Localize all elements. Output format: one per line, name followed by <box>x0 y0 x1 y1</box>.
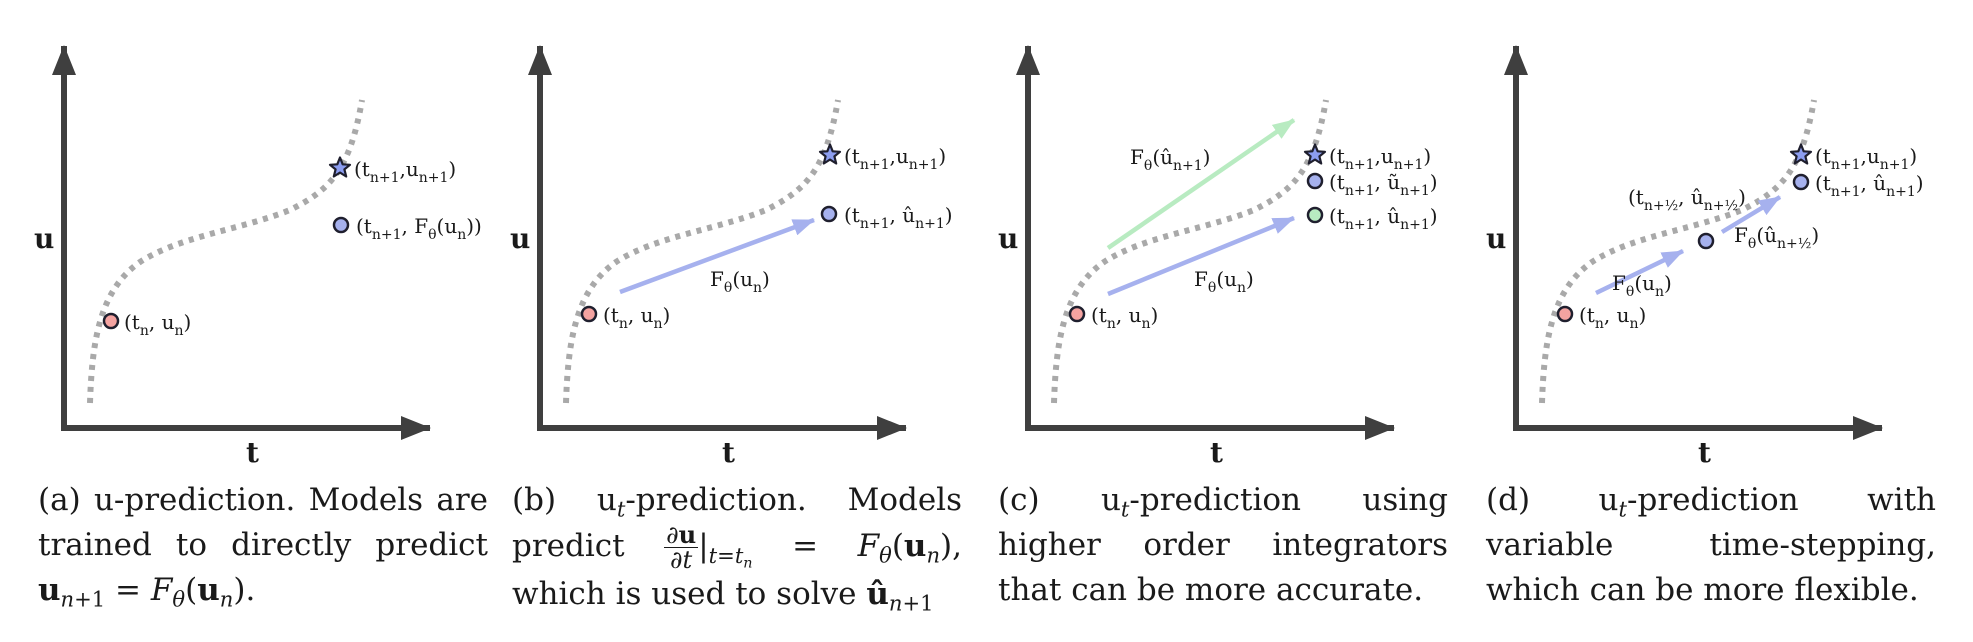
trajectory-curve <box>1539 99 1817 404</box>
start-point-label: (tn​, un​) <box>1091 303 1158 332</box>
predictor-arrow <box>1107 215 1295 297</box>
full-step-arrow <box>1720 195 1782 234</box>
corrector-arrow-label: Fθ​(ûn+1​) <box>1130 145 1210 174</box>
target-star-icon <box>1303 143 1327 165</box>
trajectory-curve <box>1051 99 1329 404</box>
prediction-label: (tn+1​, ûn+1​) <box>1815 171 1924 200</box>
caption-b: (b) ut-prediction. Models predict ∂u ∂t |t… <box>512 482 963 616</box>
corrector-arrow <box>1106 118 1296 250</box>
panel-b: u t (tn​, un​) Fθ​(un​) (tn+1​,un+1​) (tn+1​,… <box>510 45 953 469</box>
caption-d: (d) ut-prediction with variable time-ste… <box>1486 482 1936 608</box>
x-axis-label: t <box>246 436 259 469</box>
derivative-arrow-label: Fθ​(un​) <box>710 267 770 296</box>
start-point-marker <box>102 312 120 330</box>
trajectory-curve <box>563 99 841 404</box>
half-step-label: (tn+½​, ûn+½​) <box>1628 185 1746 214</box>
prediction-label: (tn+1​, Fθ​(un​)) <box>356 214 482 243</box>
panel-d: u t (tn​, un​) Fθ​(un​) (tn+½​, ûn+½​) Fθ​(ûn… <box>1486 45 1924 469</box>
x-axis-label: t <box>1210 436 1223 469</box>
panel-c: u t (tn​, un​) Fθ​(ûn+1​) Fθ​(un​) (tn+1​,un+… <box>998 45 1438 469</box>
x-axis-label: t <box>1698 436 1711 469</box>
prediction-point-marker <box>1306 206 1324 224</box>
intermediate-label: (tn+1​, ũn+1​) <box>1329 170 1438 199</box>
y-axis-label: u <box>1486 222 1506 255</box>
target-star-icon <box>328 156 352 178</box>
y-axis-label: u <box>510 222 530 255</box>
start-point-marker <box>580 305 598 323</box>
target-label: (tn+1​,un+1​) <box>844 144 946 173</box>
half-step-arrow-label: Fθ​(un​) <box>1612 271 1672 300</box>
figure-diagram: u t (tn​, un​) (tn+1​,un+1​) (tn+1​, Fθ​(un​… <box>34 45 1924 469</box>
start-point-marker <box>1068 305 1086 323</box>
x-axis-label: t <box>722 436 735 469</box>
start-point-label: (tn​, un​) <box>124 310 191 339</box>
target-label: (tn+1​,un+1​) <box>354 157 456 186</box>
trajectory-curve <box>87 99 365 404</box>
start-point-label: (tn​, un​) <box>1579 303 1646 332</box>
intermediate-point-marker <box>1306 172 1324 190</box>
caption-c: (c) ut-prediction using higher order int… <box>998 482 1449 608</box>
prediction-point-marker <box>820 205 838 223</box>
prediction-point-marker <box>332 216 350 234</box>
prediction-point-marker <box>1792 173 1810 191</box>
y-axis-label: u <box>998 222 1018 255</box>
start-point-marker <box>1556 305 1574 323</box>
start-point-label: (tn​, un​) <box>603 303 670 332</box>
target-star-icon <box>1789 143 1813 165</box>
caption-a: (a) u-prediction. Models are trained to … <box>38 482 488 612</box>
prediction-label: (tn+1​, ûn+1​) <box>1329 204 1438 233</box>
derivative-arrow <box>619 217 815 295</box>
half-step-arrow <box>1595 248 1684 296</box>
target-label: (tn+1​,un+1​) <box>1329 144 1431 173</box>
y-axis-label: u <box>34 222 54 255</box>
full-step-arrow-label: Fθ​(ûn+½​) <box>1734 223 1819 252</box>
panel-a: u t (tn​, un​) (tn+1​,un+1​) (tn+1​, Fθ​(un​… <box>34 45 482 469</box>
prediction-label: (tn+1​, ûn+1​) <box>844 203 953 232</box>
target-star-icon <box>818 143 842 165</box>
target-label: (tn+1​,un+1​) <box>1815 144 1917 173</box>
half-step-point-marker <box>1697 232 1715 250</box>
predictor-arrow-label: Fθ​(un​) <box>1194 267 1254 296</box>
